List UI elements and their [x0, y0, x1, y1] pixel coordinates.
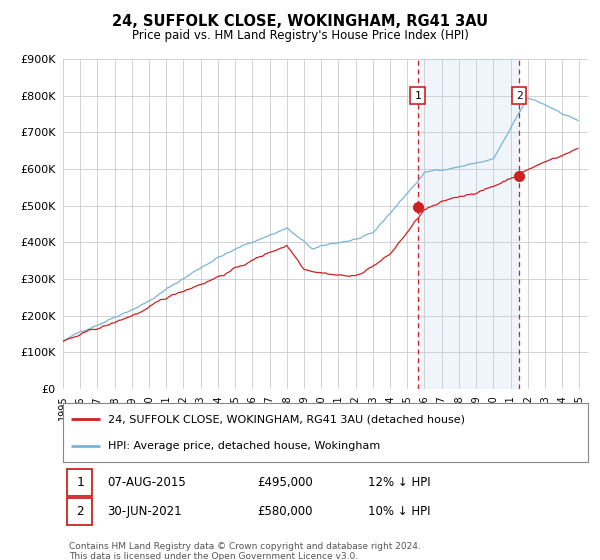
Text: 24, SUFFOLK CLOSE, WOKINGHAM, RG41 3AU (detached house): 24, SUFFOLK CLOSE, WOKINGHAM, RG41 3AU (… [107, 414, 464, 424]
FancyBboxPatch shape [67, 469, 92, 496]
Text: Price paid vs. HM Land Registry's House Price Index (HPI): Price paid vs. HM Land Registry's House … [131, 29, 469, 42]
Text: 12% ↓ HPI: 12% ↓ HPI [367, 475, 430, 489]
Text: 07-AUG-2015: 07-AUG-2015 [107, 475, 187, 489]
Text: 1: 1 [414, 91, 421, 100]
Text: 1: 1 [76, 475, 83, 489]
Text: 10% ↓ HPI: 10% ↓ HPI [367, 505, 430, 519]
Bar [418, 59, 519, 389]
Text: 24, SUFFOLK CLOSE, WOKINGHAM, RG41 3AU: 24, SUFFOLK CLOSE, WOKINGHAM, RG41 3AU [112, 14, 488, 29]
Text: 2: 2 [516, 91, 523, 100]
Text: £495,000: £495,000 [257, 475, 313, 489]
Text: 2: 2 [76, 505, 83, 519]
FancyBboxPatch shape [67, 498, 92, 525]
Text: 30-JUN-2021: 30-JUN-2021 [107, 505, 182, 519]
Text: £580,000: £580,000 [257, 505, 313, 519]
Text: Contains HM Land Registry data © Crown copyright and database right 2024.
This d: Contains HM Land Registry data © Crown c… [69, 542, 421, 560]
Text: HPI: Average price, detached house, Wokingham: HPI: Average price, detached house, Woki… [107, 441, 380, 451]
